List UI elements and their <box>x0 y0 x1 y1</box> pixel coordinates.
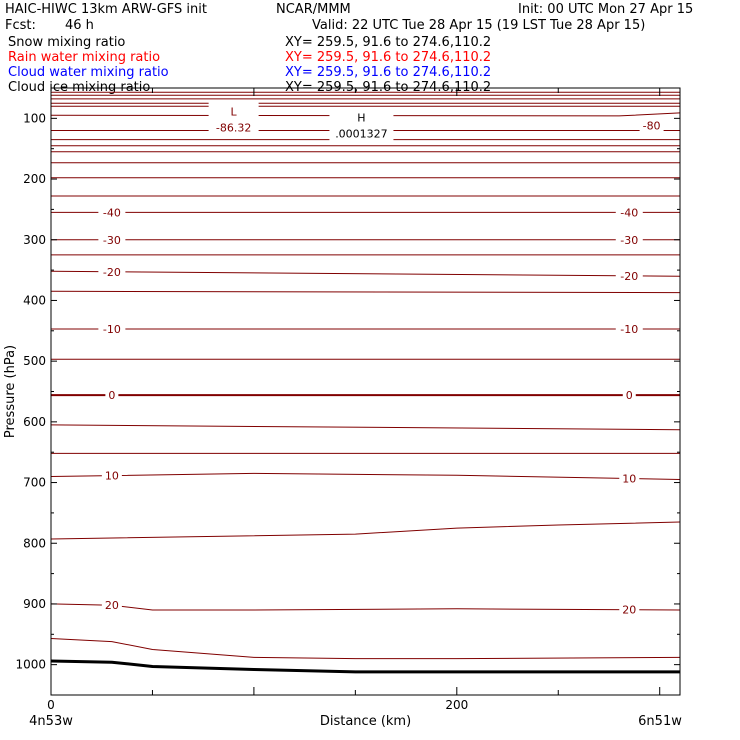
x-tick-label: 200 <box>445 698 468 712</box>
contour-label: -30 <box>620 234 638 247</box>
contour-label: 20 <box>622 604 636 617</box>
init-time: Init: 00 UTC Mon 27 Apr 15 <box>518 2 694 17</box>
contour-line <box>50 290 681 294</box>
field-name: Rain water mixing ratio <box>8 50 161 65</box>
contour-label-bg <box>98 206 126 219</box>
contour-label-bg <box>622 389 636 402</box>
contour-label: 10 <box>622 473 636 486</box>
contour-label: 20 <box>105 599 119 612</box>
field-coords: XY= 259.5, 91.6 to 274.6,110.2 <box>285 65 492 80</box>
contour-label-bg <box>98 322 126 335</box>
contour-label-bg <box>619 603 640 616</box>
contour-label-bg <box>615 206 643 219</box>
left-endpoint-label: 4n53w <box>29 714 73 729</box>
contour-label-bg <box>615 322 643 335</box>
contour-label: 0 <box>108 389 115 402</box>
terrain-line <box>50 659 680 674</box>
y-tick-label: 200 <box>23 172 46 186</box>
extreme-value: .0001327 <box>335 128 388 141</box>
contour-line <box>50 424 681 431</box>
extreme-value: -86.32 <box>216 122 251 135</box>
field-name: Snow mixing ratio <box>8 35 126 50</box>
contour-line <box>50 603 681 611</box>
contour-label: 10 <box>105 470 119 483</box>
extreme-bg <box>208 101 259 136</box>
y-tick-label: 900 <box>23 597 46 611</box>
y-tick-label: 1000 <box>15 658 46 672</box>
right-endpoint-label: 6n51w <box>638 714 682 729</box>
contour-label: -40 <box>620 206 638 219</box>
y-tick-label: 300 <box>23 233 46 247</box>
forecast-label: Fcst: <box>5 18 36 33</box>
side-label-bg <box>639 119 664 132</box>
side-label: -80 <box>643 120 661 133</box>
contour-line <box>50 521 681 540</box>
y-tick-label: 100 <box>23 111 46 125</box>
contour-line <box>50 638 681 660</box>
contour-label-bg <box>101 599 122 612</box>
x-tick-label: 0 <box>47 698 55 712</box>
field-coords: XY= 259.5, 91.6 to 274.6,110.2 <box>285 35 492 50</box>
contour-label: -10 <box>103 323 121 336</box>
extreme-marker: L <box>231 106 238 119</box>
y-tick-label: 800 <box>23 536 46 550</box>
contour-label-bg <box>615 269 643 282</box>
field-coords: XY= 259.5, 91.6 to 274.6,110.2 <box>285 50 492 65</box>
contour-line <box>50 270 681 277</box>
y-tick-label: 600 <box>23 415 46 429</box>
y-tick-label: 700 <box>23 476 46 490</box>
center-label: NCAR/MMM <box>276 2 351 17</box>
contour-label: -40 <box>103 206 121 219</box>
contour-label-bg <box>105 389 119 402</box>
contour-label: -20 <box>103 266 121 279</box>
contour-label: -20 <box>620 270 638 283</box>
y-axis-label: Pressure (hPa) <box>3 345 18 438</box>
valid-time: Valid: 22 UTC Tue 28 Apr 15 (19 LST Tue … <box>312 18 646 33</box>
contour-label-bg <box>98 233 126 246</box>
contour-label-bg <box>615 233 643 246</box>
plot-frame <box>50 87 681 696</box>
title-left: HAIC-HIWC 13km ARW-GFS init <box>5 2 207 17</box>
extreme-bg <box>329 107 394 142</box>
field-name: Cloud water mixing ratio <box>8 65 169 80</box>
forecast-value: 46 h <box>65 18 94 33</box>
y-tick-label: 400 <box>23 293 46 307</box>
contour-label: 0 <box>626 389 633 402</box>
contour-label-bg <box>101 469 122 482</box>
contour-label: -30 <box>103 234 121 247</box>
contour-label: -10 <box>620 323 638 336</box>
x-axis-label: Distance (km) <box>320 714 411 729</box>
contour-label-bg <box>619 472 640 485</box>
y-tick-label: 500 <box>23 354 46 368</box>
contour-line <box>50 472 681 480</box>
contour-label-bg <box>98 265 126 278</box>
extreme-marker: H <box>357 112 365 125</box>
